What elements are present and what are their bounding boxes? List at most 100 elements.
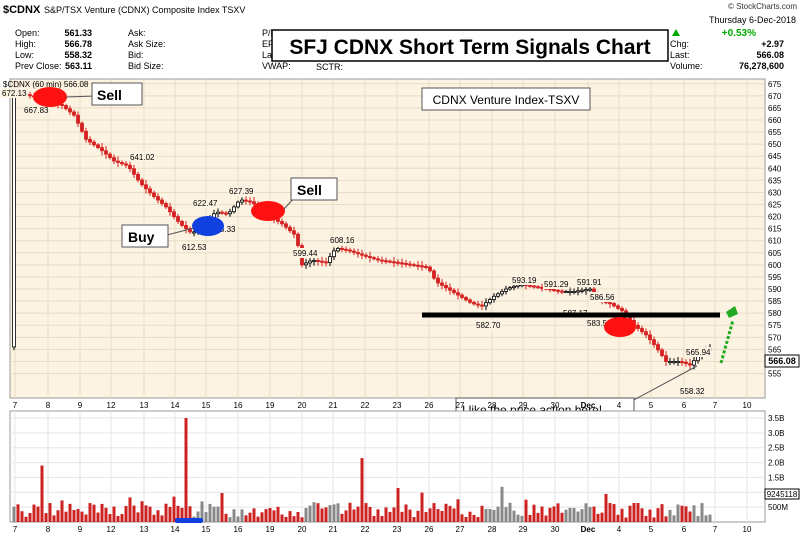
x-tick-label: Dec (581, 525, 596, 534)
candle-body (388, 260, 392, 263)
volume-bar (136, 512, 140, 522)
candle-body (412, 264, 416, 267)
volume-bar (604, 493, 608, 522)
volume-bar (516, 514, 520, 522)
candle-body (72, 111, 76, 116)
volume-bar (648, 509, 652, 522)
volume-bar (484, 509, 488, 522)
x-tick-label: 5 (649, 401, 654, 410)
volume-bar (496, 506, 500, 522)
x-tick-label: 13 (140, 525, 149, 534)
volume-bar (112, 506, 116, 522)
volume-bar (140, 501, 144, 522)
x-tick-label: 13 (140, 401, 149, 410)
volume-bar (204, 512, 208, 522)
volume-bar (296, 512, 300, 522)
y-tick-label: 3.5B (768, 414, 784, 423)
candle-body (456, 292, 460, 296)
volume-bar (56, 510, 60, 522)
volume-bars (12, 418, 712, 522)
quote-value: 76,278,600 (739, 61, 784, 71)
quote-label: Prev Close: (15, 61, 62, 71)
volume-bar (500, 486, 504, 522)
volume-bar (572, 507, 576, 522)
x-tick-label: 19 (266, 401, 275, 410)
candle-body (76, 114, 80, 124)
candle-body (656, 344, 660, 351)
candle-body (676, 361, 680, 364)
candle-body (364, 254, 368, 257)
volume-bar (676, 504, 680, 522)
volume-bar (224, 513, 228, 522)
y-tick-label: 1.5B (768, 473, 784, 482)
volume-bar (372, 515, 376, 522)
volume-bar (248, 512, 252, 522)
candle-body (88, 138, 92, 143)
candle-body (416, 264, 420, 267)
candle-body (644, 331, 648, 336)
buy-label: Buy (128, 229, 155, 245)
candle-body (104, 150, 108, 155)
candle-body (176, 216, 180, 222)
candle-body (572, 291, 576, 294)
sell-callout-line-1 (65, 95, 97, 98)
volume-bar (352, 509, 356, 522)
quote-value: +2.97 (761, 39, 784, 49)
volume-bar (208, 503, 212, 522)
volume-bar (444, 503, 448, 522)
x-tick-label: 22 (361, 525, 370, 534)
candle-body (308, 260, 312, 264)
candle-body (684, 361, 688, 365)
x-tick-label: 7 (13, 525, 18, 534)
volume-bar (412, 517, 416, 522)
volume-bar (408, 509, 412, 522)
candle-body (348, 249, 352, 252)
candle-body (140, 179, 144, 186)
candle-body (588, 288, 592, 291)
last-price-tag (764, 354, 800, 368)
y-tick-label: 625 (768, 201, 782, 210)
volume-bar (264, 509, 268, 522)
volume-bar (708, 514, 712, 522)
volume-bar (368, 506, 372, 522)
volume-bar (52, 515, 56, 522)
quote-label: SCTR: (316, 62, 343, 72)
volume-bar (216, 506, 220, 522)
candle-body (340, 247, 344, 250)
candle-body (528, 284, 532, 287)
volume-bar (36, 506, 40, 522)
volume-bar (424, 511, 428, 522)
candle-body (508, 287, 512, 290)
x-tick-label: 26 (425, 401, 434, 410)
volume-bar (212, 506, 216, 522)
volume-bar (692, 505, 696, 522)
volume-bar (152, 514, 156, 522)
volume-bar (536, 512, 540, 522)
volume-bar (448, 505, 452, 522)
candle-body (152, 192, 156, 197)
sell-label-1: Sell (97, 87, 122, 103)
volume-bar (316, 503, 320, 522)
candle-body (148, 188, 152, 194)
volume-bar (512, 510, 516, 522)
candle-body (320, 260, 324, 263)
candle-body (384, 260, 388, 263)
x-tick-label: 8 (46, 525, 51, 534)
candle-body (436, 277, 440, 284)
candle-body (512, 285, 516, 289)
candle-body (336, 247, 340, 252)
candle-body (500, 291, 504, 295)
candle-body (224, 212, 228, 215)
x-tick-label: 28 (488, 525, 497, 534)
volume-bar (144, 505, 148, 522)
volume-bar (280, 514, 284, 522)
volume-bar (668, 509, 672, 522)
volume-bar (272, 510, 276, 522)
price-label: 622.47 (193, 199, 218, 208)
x-tick-label: 9 (78, 401, 83, 410)
candle-body (240, 199, 244, 203)
candle-body (424, 265, 428, 268)
volume-bar (108, 514, 112, 522)
volume-bar (464, 516, 468, 522)
